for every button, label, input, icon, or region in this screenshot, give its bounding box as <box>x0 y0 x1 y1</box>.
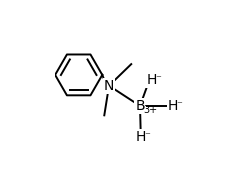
Text: H: H <box>146 73 157 87</box>
Text: N: N <box>104 79 114 93</box>
Text: H: H <box>168 99 178 113</box>
Text: B: B <box>135 99 145 113</box>
Text: 3+: 3+ <box>143 105 157 115</box>
Text: ⁻: ⁻ <box>177 100 182 110</box>
Text: H: H <box>136 130 146 144</box>
Text: ⁻: ⁻ <box>144 131 150 141</box>
Text: ⁻: ⁻ <box>155 74 161 84</box>
